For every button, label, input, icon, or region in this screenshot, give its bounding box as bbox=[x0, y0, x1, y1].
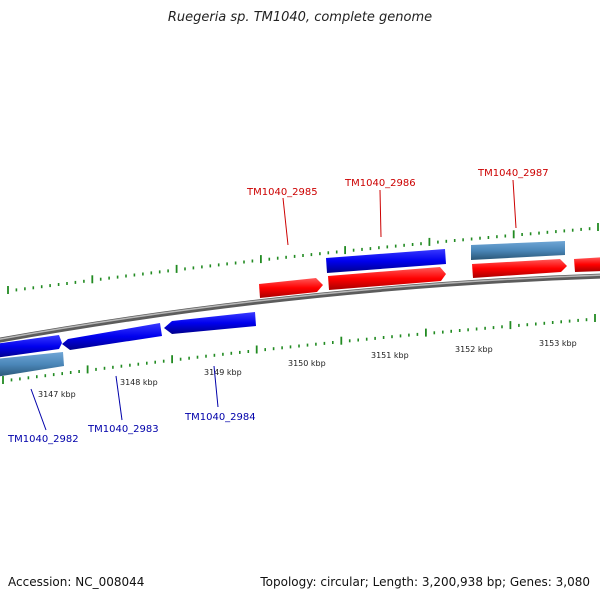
feature-block-left[interactable] bbox=[0, 352, 64, 377]
gene-arrow-TM1040_2982[interactable] bbox=[0, 335, 62, 358]
gene-label-TM1040_2986[interactable]: TM1040_2986 bbox=[344, 178, 416, 189]
gene-arrow-TM1040_2986[interactable] bbox=[328, 267, 446, 290]
leader-line-TM1040_2983 bbox=[115, 375, 123, 421]
leader-line-TM1040_2987 bbox=[512, 179, 517, 229]
gene-arrow-TM1040_2984[interactable] bbox=[164, 312, 256, 334]
genome-summary-text: Topology: circular; Length: 3,200,938 bp… bbox=[260, 575, 590, 589]
map-title: Ruegeria sp. TM1040, complete genome bbox=[167, 10, 433, 25]
genome-backbone bbox=[0, 273, 600, 343]
feature-block-upper[interactable] bbox=[471, 241, 565, 260]
lower-tick-row bbox=[2, 314, 596, 384]
gene-label-TM1040_2985[interactable]: TM1040_2985 bbox=[246, 187, 318, 198]
gene-label-TM1040_2983[interactable]: TM1040_2983 bbox=[87, 424, 159, 435]
leader-line-TM1040_2985 bbox=[282, 197, 289, 246]
gene-label-TM1040_2982[interactable]: TM1040_2982 bbox=[7, 434, 79, 445]
gene-arrow-TM1040_2987[interactable] bbox=[472, 259, 567, 278]
gene-arrow-next[interactable] bbox=[574, 257, 600, 272]
genome-backbone-highlight bbox=[0, 274, 600, 340]
gene-block-upper-blue[interactable] bbox=[326, 249, 446, 273]
kbp-label-3147: 3147 kbp bbox=[38, 390, 76, 399]
gene-label-TM1040_2987[interactable]: TM1040_2987 bbox=[477, 168, 549, 179]
gene-arrow-TM1040_2983[interactable] bbox=[62, 323, 162, 350]
gene-arrow-TM1040_2985[interactable] bbox=[259, 278, 323, 298]
leader-line-TM1040_2986 bbox=[379, 189, 382, 238]
leader-line-TM1040_2982 bbox=[30, 388, 47, 431]
gene-label-TM1040_2984[interactable]: TM1040_2984 bbox=[184, 412, 256, 423]
upper-tick-row bbox=[7, 223, 599, 294]
kbp-label-3149: 3149 kbp bbox=[204, 368, 242, 377]
kbp-label-3150: 3150 kbp bbox=[288, 359, 326, 368]
leader-line-TM1040_2984 bbox=[213, 365, 219, 408]
kbp-label-3153: 3153 kbp bbox=[539, 339, 577, 348]
accession-text: Accession: NC_008044 bbox=[8, 575, 145, 589]
kbp-label-3151: 3151 kbp bbox=[371, 351, 409, 360]
kbp-label-3148: 3148 kbp bbox=[120, 378, 158, 387]
kbp-label-3152: 3152 kbp bbox=[455, 345, 493, 354]
